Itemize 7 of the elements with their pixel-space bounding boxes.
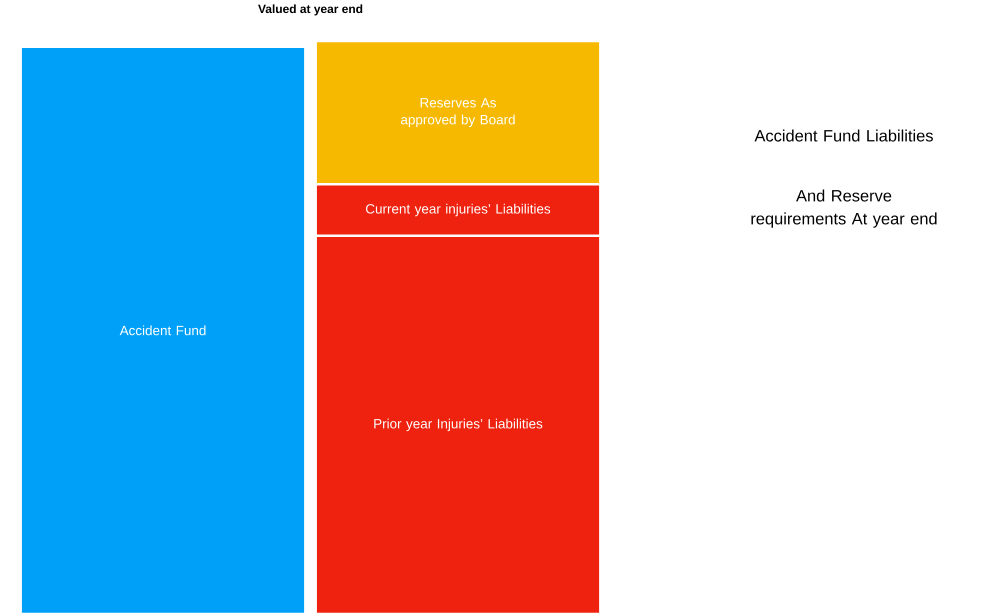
series-label: Accident Fund — [120, 325, 206, 336]
series-label: Current year injuries’ Liabilities — [366, 204, 550, 216]
series-label: Prior year Injuries’ Liabilities — [374, 418, 542, 432]
text: Accident Fund Liabilities — [754, 130, 933, 142]
text: And Reserve requirements At year end — [751, 190, 937, 228]
chart-title: Valued at year end — [258, 4, 362, 16]
series-label: Reserves As approved by Board — [401, 98, 515, 128]
